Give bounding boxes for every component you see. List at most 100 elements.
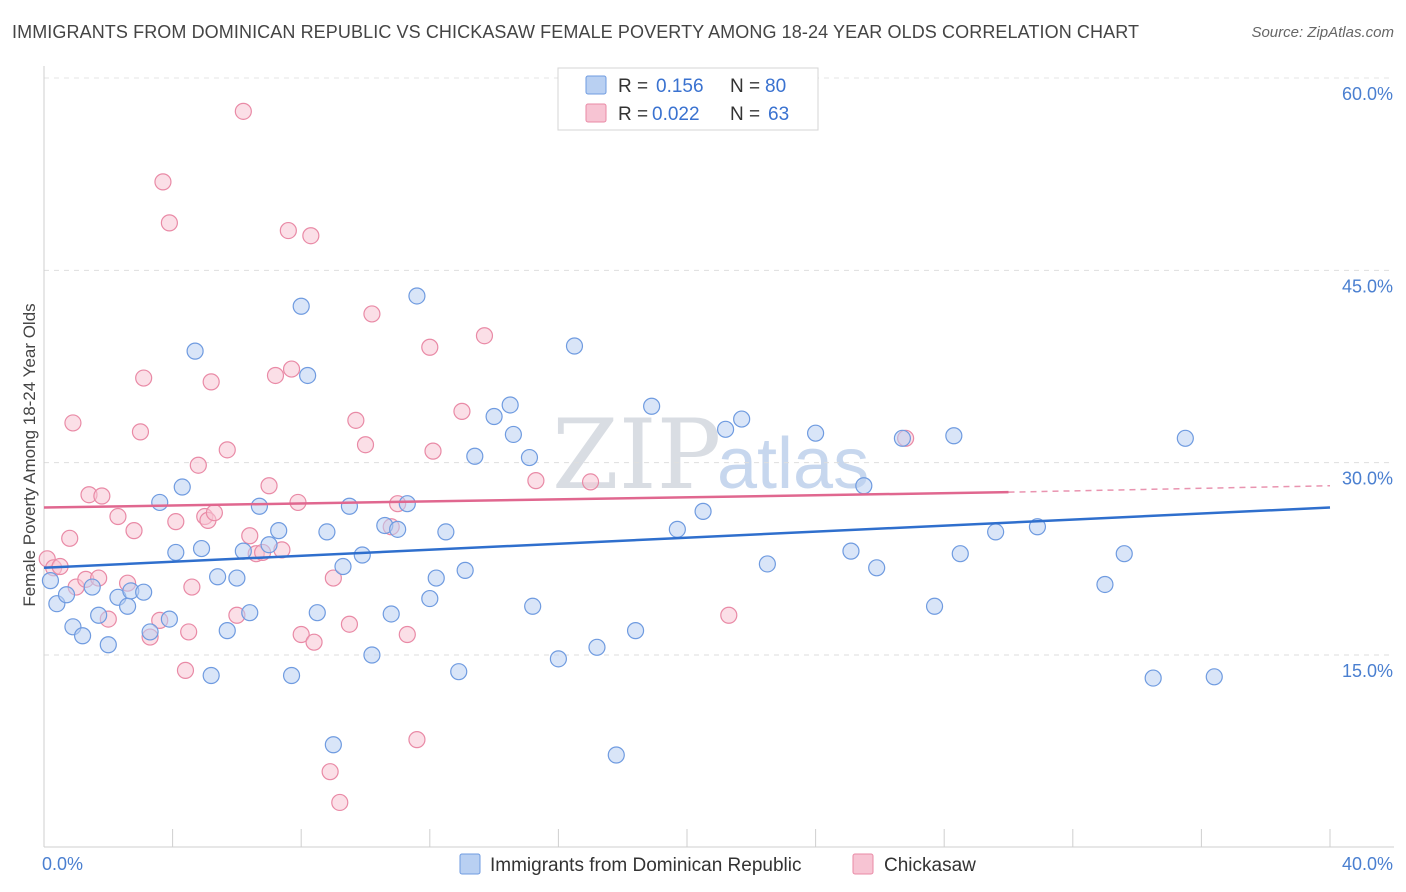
trend-line-dominican (43, 506, 1331, 570)
series-chickasaw (38, 102, 915, 812)
point-dominican (353, 546, 371, 564)
point-dominican (1028, 518, 1047, 536)
axes (43, 66, 1394, 848)
point-dominican (57, 586, 76, 604)
point-chickasaw (475, 327, 494, 345)
point-dominican (421, 589, 439, 608)
point-dominican (806, 424, 825, 442)
point-chickasaw (331, 793, 349, 812)
series-legend: Immigrants from Dominican Republic Chick… (459, 853, 976, 876)
point-chickasaw (131, 423, 150, 441)
point-chickasaw (324, 569, 342, 587)
point-dominican (504, 425, 522, 444)
point-dominican (340, 497, 359, 515)
chart-title: IMMIGRANTS FROM DOMINICAN REPUBLIC VS CH… (12, 22, 1140, 42)
point-dominican (334, 557, 352, 576)
point-chickasaw (241, 527, 259, 545)
correlation-legend: R = 0.156 N = 80 R = 0.022 N = 63 (557, 67, 819, 131)
point-dominican (524, 597, 542, 615)
legend-n-value: 63 (768, 104, 789, 125)
point-chickasaw (154, 173, 172, 191)
point-dominican (83, 578, 101, 596)
point-chickasaw (218, 441, 236, 459)
point-chickasaw (180, 623, 198, 641)
watermark-atlas: atlas (717, 424, 869, 504)
point-dominican (398, 495, 416, 513)
point-dominican (643, 397, 661, 415)
point-dominican (758, 555, 776, 573)
point-dominican (151, 493, 169, 512)
point-chickasaw (234, 102, 252, 120)
point-dominican (250, 497, 269, 515)
point-dominican (466, 447, 484, 465)
watermark-zip: ZIP (552, 399, 721, 511)
point-chickasaw (64, 414, 82, 432)
point-dominican (167, 543, 185, 562)
point-chickasaw (363, 305, 381, 323)
point-chickasaw (167, 513, 185, 531)
legend-n-value: 80 (765, 76, 786, 97)
y-tick-label: 30.0% (1342, 469, 1393, 489)
point-chickasaw (421, 338, 439, 356)
trend-lines (43, 484, 1331, 570)
point-dominican (668, 520, 686, 538)
source-label: Source: ZipAtlas.com (1251, 24, 1394, 41)
point-chickasaw (189, 456, 207, 474)
y-tick-label: 60.0% (1342, 84, 1393, 104)
point-chickasaw (527, 472, 545, 490)
point-dominican (868, 559, 886, 577)
x-ticks (43, 829, 1331, 847)
point-chickasaw (356, 436, 375, 454)
point-dominican (118, 597, 137, 615)
legend-r-label: R = (618, 76, 648, 97)
point-dominican (485, 407, 503, 426)
point-chickasaw (581, 473, 600, 491)
point-dominican (241, 604, 259, 622)
point-dominican (73, 627, 92, 645)
point-chickasaw (125, 522, 143, 540)
point-dominican (626, 622, 645, 640)
point-dominican (308, 604, 326, 622)
bottom-legend-swatch-pink (852, 853, 874, 875)
point-dominican (427, 569, 445, 587)
x-tick-label-min: 0.0% (42, 854, 83, 874)
point-dominican (987, 523, 1005, 541)
point-dominican (234, 542, 252, 560)
point-dominican (694, 502, 712, 520)
point-dominican (135, 583, 153, 601)
point-dominican (450, 663, 468, 681)
point-dominican (925, 597, 944, 615)
point-dominican (520, 448, 539, 467)
point-dominican (99, 636, 117, 654)
point-chickasaw (347, 411, 365, 429)
legend-n-label: N = (730, 76, 760, 97)
point-dominican (855, 477, 873, 495)
legend-n-label: N = (730, 104, 760, 125)
point-dominican (408, 287, 426, 305)
point-dominican (1205, 668, 1223, 686)
legend-swatch-pink (585, 103, 607, 123)
point-chickasaw (176, 661, 195, 679)
point-chickasaw (424, 442, 442, 460)
point-dominican (282, 666, 301, 685)
point-chickasaw (398, 625, 416, 644)
point-dominican (565, 337, 584, 355)
point-chickasaw (720, 606, 738, 624)
point-chickasaw (260, 477, 278, 495)
y-tick-labels: 15.0% 30.0% 45.0% 60.0% (1342, 84, 1393, 681)
point-chickasaw (109, 507, 127, 526)
gridlines (44, 77, 1394, 656)
point-dominican (842, 542, 860, 560)
point-dominican (456, 561, 474, 579)
point-chickasaw (302, 227, 320, 245)
bottom-legend-label-chickasaw: Chickasaw (884, 855, 976, 876)
point-chickasaw (292, 625, 310, 644)
point-dominican (186, 342, 204, 360)
point-dominican (192, 539, 211, 558)
point-dominican (270, 522, 288, 540)
bottom-legend-label-dominican: Immigrants from Dominican Republic (490, 855, 802, 876)
point-dominican (141, 623, 159, 641)
point-dominican (299, 366, 317, 385)
point-dominican (1144, 669, 1162, 687)
point-chickasaw (202, 373, 220, 391)
